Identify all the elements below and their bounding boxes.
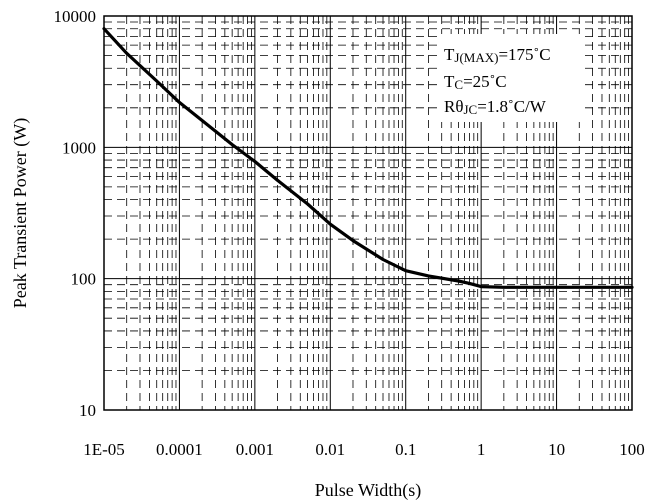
- x-tick-label: 0.0001: [156, 440, 203, 459]
- x-tick-label: 10: [548, 440, 565, 459]
- series-line-1: [102, 27, 634, 289]
- grid: [103, 16, 632, 411]
- x-axis-title: Pulse Width(s): [315, 480, 421, 501]
- x-tick-label: 1E-05: [83, 440, 125, 459]
- annotation-background: [438, 34, 584, 122]
- y-tick-label: 1000: [62, 138, 96, 157]
- series: [102, 27, 634, 289]
- tick-labels: 1E-05 0.0001 0.001 0.01 0.1 1 10 100 10 100 1000 10…: [54, 7, 645, 459]
- x-tick-label: 1: [477, 440, 486, 459]
- annotations: TJ(MAX)=175˚C TC=25˚C RθJC=1.8˚C/W: [444, 45, 551, 117]
- x-tick-label: 0.001: [236, 440, 274, 459]
- y-axis-title: Peak Transient Power (W): [10, 118, 31, 308]
- y-tick-label: 100: [71, 270, 97, 289]
- annotation-text: RθJC=1.8˚C/W: [444, 97, 547, 117]
- annotation-text: TC=25˚C: [444, 72, 507, 92]
- x-tick-label: 0.1: [395, 440, 416, 459]
- annotation-text: TJ(MAX)=175˚C: [444, 45, 551, 65]
- plot-frame: [103, 15, 633, 411]
- y-tick-label: 10000: [54, 7, 97, 26]
- y-tick-label: 10: [79, 401, 96, 420]
- annotation-box: [438, 34, 584, 122]
- x-tick-label: 0.01: [315, 440, 345, 459]
- x-tick-label: 100: [619, 440, 645, 459]
